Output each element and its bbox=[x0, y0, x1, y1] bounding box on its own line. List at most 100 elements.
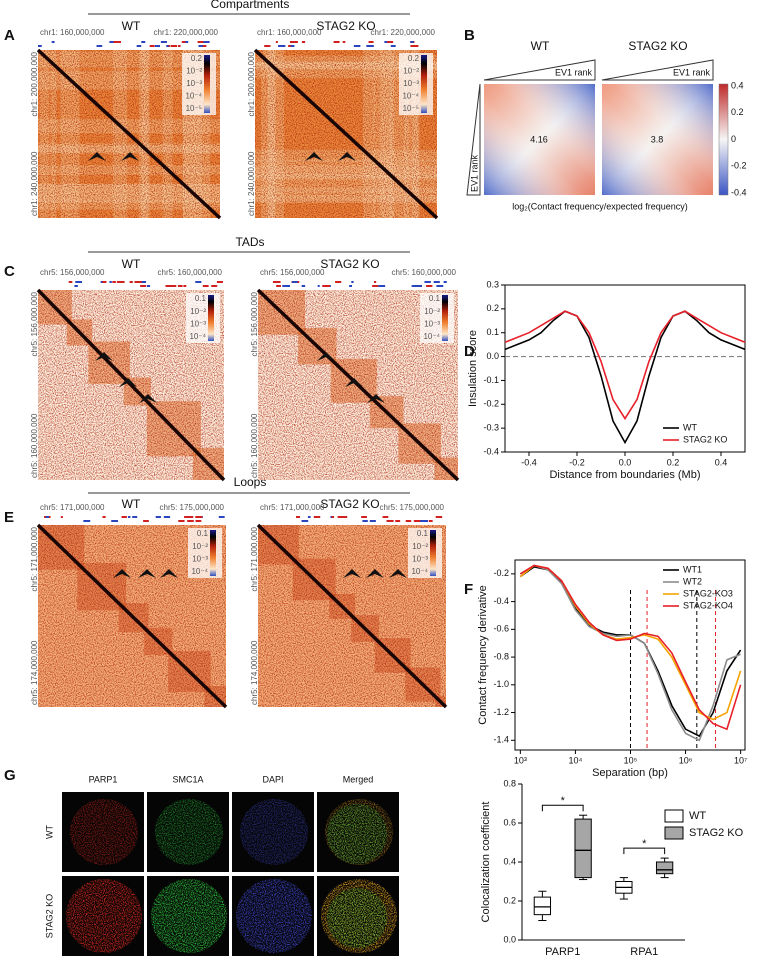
y-tick-label: 0.0 bbox=[486, 351, 499, 361]
box bbox=[574, 818, 592, 879]
arrowhead bbox=[88, 152, 106, 161]
gene-mark bbox=[295, 516, 300, 518]
cell-signal bbox=[70, 799, 138, 865]
diagonal bbox=[253, 48, 439, 220]
gene-mark bbox=[331, 516, 335, 518]
axis-label: chr5: 175,000,000 bbox=[380, 503, 445, 512]
y-tick-label: -1.4 bbox=[493, 735, 509, 745]
arrowhead bbox=[343, 569, 361, 578]
gene-mark bbox=[186, 516, 194, 518]
axis-label: chr5: 160,000,000 bbox=[250, 413, 259, 478]
axis-label: chr1: 240,000,000 bbox=[30, 151, 39, 216]
gene-mark bbox=[165, 285, 174, 287]
rank-label: EV1 rank bbox=[673, 67, 711, 77]
gene-mark bbox=[45, 516, 49, 518]
y-tick-label: 0.1 bbox=[486, 327, 499, 337]
channel-label: Merged bbox=[343, 774, 374, 784]
y-tick-label: 0.3 bbox=[486, 279, 499, 289]
axis-label: chr1: 200,000,000 bbox=[247, 51, 256, 116]
axis-label: chr1: 220,000,000 bbox=[371, 28, 436, 37]
gene-mark bbox=[301, 285, 306, 287]
axis-label: chr5: 156,000,000 bbox=[30, 291, 39, 356]
series-line bbox=[519, 564, 742, 731]
colorbar-label: 0.1 bbox=[429, 294, 441, 303]
row-label: STAG2 KO bbox=[44, 894, 54, 938]
axis-label: chr5: 171,000,000 bbox=[260, 503, 325, 512]
gene-mark bbox=[344, 516, 348, 518]
gene-mark bbox=[368, 41, 374, 43]
channel-label: DAPI bbox=[262, 774, 283, 784]
gene-mark bbox=[351, 281, 354, 283]
saddle-plot bbox=[484, 84, 595, 195]
gene-mark bbox=[129, 281, 133, 283]
arrowhead bbox=[138, 569, 156, 578]
gene-mark bbox=[154, 45, 161, 47]
track bbox=[258, 512, 446, 523]
channel-label: PARP1 bbox=[89, 774, 118, 784]
gene-mark bbox=[426, 285, 433, 287]
gene-mark bbox=[83, 520, 91, 522]
arrowhead bbox=[366, 569, 384, 578]
series-line bbox=[504, 310, 746, 445]
significance-label: * bbox=[561, 795, 566, 807]
x-tick-label: 0.4 bbox=[715, 457, 728, 467]
gene-mark bbox=[435, 516, 443, 518]
gene-mark bbox=[178, 520, 185, 522]
gene-mark bbox=[387, 41, 391, 43]
axis-label: chr5: 171,000,000 bbox=[250, 526, 259, 591]
y-tick-label: 0.4 bbox=[503, 856, 516, 866]
legend-label: WT1 bbox=[683, 564, 702, 574]
diagonal bbox=[36, 523, 228, 709]
series-line bbox=[504, 310, 746, 421]
significance-bracket bbox=[623, 847, 666, 855]
axis-label: chr5: 175,000,000 bbox=[160, 503, 225, 512]
colorbar-label: 10⁻² bbox=[412, 542, 428, 551]
gene-mark bbox=[411, 285, 419, 287]
y-tick-label: -0.2 bbox=[483, 399, 499, 409]
colorbar-label: 0.1 bbox=[195, 294, 207, 303]
gene-mark bbox=[275, 41, 278, 43]
gene-mark bbox=[289, 41, 298, 43]
colorbar-label: 0.2 bbox=[408, 54, 420, 63]
colorbar-label: 10⁻⁴ bbox=[411, 567, 428, 576]
gene-mark bbox=[143, 520, 149, 522]
gene-mark bbox=[369, 520, 376, 522]
gene-mark bbox=[390, 45, 396, 47]
arrowhead bbox=[95, 352, 113, 361]
gene-mark bbox=[278, 45, 286, 47]
section-title: TADs bbox=[235, 235, 264, 249]
gene-mark bbox=[184, 516, 187, 518]
x-tick-label: RPA1 bbox=[630, 946, 658, 958]
arrowhead bbox=[389, 569, 407, 578]
gene-mark bbox=[38, 45, 42, 47]
gene-mark bbox=[424, 281, 431, 283]
gene-mark bbox=[195, 516, 203, 518]
y-tick-label: -0.6 bbox=[493, 624, 509, 634]
gene-mark bbox=[134, 281, 142, 283]
gene-mark bbox=[146, 285, 151, 287]
gene-mark bbox=[389, 41, 394, 43]
condition-label: STAG2 KO bbox=[320, 497, 379, 511]
significance-label: * bbox=[642, 838, 647, 850]
y-tick-label: 0.0 bbox=[503, 934, 516, 944]
colorbar bbox=[430, 530, 436, 576]
gene-mark bbox=[410, 41, 414, 43]
gene-mark bbox=[322, 285, 330, 287]
colorbar-label: 10⁻⁵ bbox=[186, 104, 202, 113]
gene-mark bbox=[216, 281, 223, 283]
gene-mark bbox=[102, 516, 106, 518]
series-line bbox=[519, 564, 741, 742]
x-tick-label: 10⁵ bbox=[624, 755, 638, 765]
colorbar-label: 0.4 bbox=[731, 80, 744, 90]
cell-signal bbox=[66, 879, 142, 953]
gene-mark bbox=[382, 516, 389, 518]
panel-letter: F bbox=[464, 581, 473, 598]
gene-mark bbox=[353, 45, 361, 47]
gene-mark bbox=[436, 285, 444, 287]
colorbar-bg bbox=[182, 53, 216, 115]
gene-mark bbox=[386, 520, 394, 522]
x-tick-label: PARP1 bbox=[545, 946, 580, 958]
colorbar bbox=[718, 83, 729, 196]
y-tick-label: -0.4 bbox=[483, 446, 499, 456]
axis-label: chr1: 200,000,000 bbox=[30, 51, 39, 116]
